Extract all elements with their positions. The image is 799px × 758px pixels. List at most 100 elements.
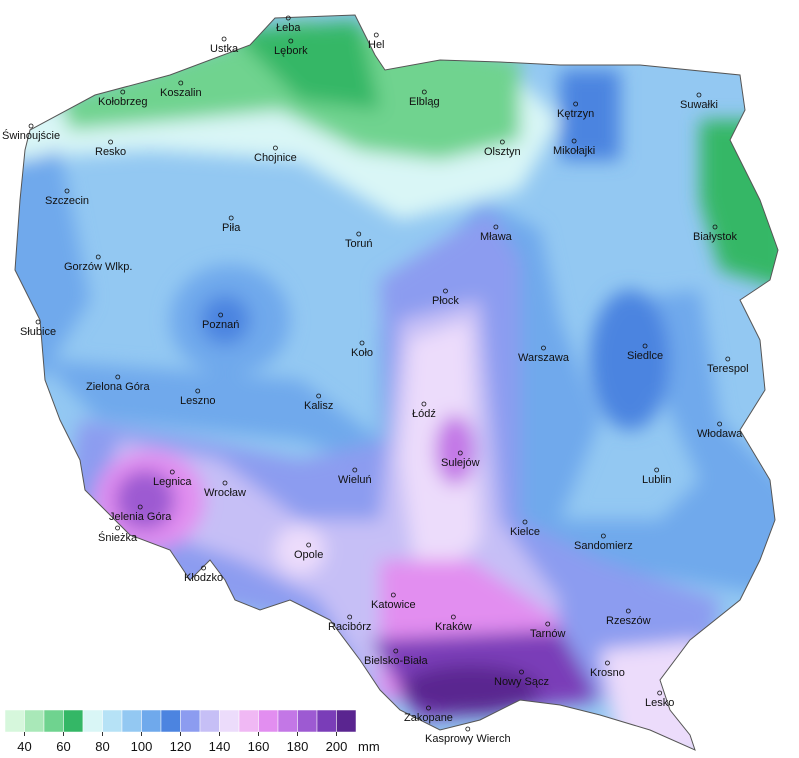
city-label: Hel	[368, 39, 385, 51]
city-dot	[642, 343, 648, 349]
city-dot	[273, 145, 278, 151]
city-dot	[64, 188, 70, 194]
city-dot	[195, 388, 201, 394]
city-dot	[696, 92, 702, 98]
city-dot	[178, 80, 184, 86]
city-dot	[221, 36, 227, 42]
city-dot	[499, 139, 505, 145]
city-label: Toruń	[345, 238, 373, 250]
city-dot	[218, 312, 224, 318]
city-label: Tarnów	[530, 628, 566, 640]
legend-swatch	[238, 709, 259, 733]
city-label: Lesko	[645, 697, 674, 709]
city-label: Siedlce	[627, 350, 663, 362]
city-dot	[725, 356, 731, 362]
legend-swatch	[141, 709, 162, 733]
city-label: Śnieżka	[98, 531, 138, 544]
city-label: Piła	[222, 222, 241, 234]
city-label: Bielsko-Biała	[364, 655, 428, 667]
legend-swatch	[297, 709, 318, 733]
city-dot	[625, 608, 631, 614]
legend: 40 60 80 100 120 140 160 180 200 mm	[4, 709, 380, 754]
city-dot	[120, 89, 126, 95]
city-label: Zielona Góra	[86, 381, 150, 393]
city-dot	[115, 374, 121, 380]
legend-swatch	[63, 709, 84, 733]
legend-tick-label: 100	[131, 739, 153, 754]
city-label: Rzeszów	[606, 615, 651, 627]
legend-swatch	[316, 709, 337, 733]
city-dot	[115, 525, 120, 531]
legend-tick-label: 140	[209, 739, 231, 754]
city-label: Suwałki	[680, 99, 718, 111]
legend-swatch	[24, 709, 45, 733]
city-label: Łódź	[412, 408, 436, 420]
legend-swatch	[199, 709, 220, 733]
city-dot	[201, 565, 206, 571]
city-dot	[373, 32, 379, 38]
city-dot	[306, 542, 312, 548]
city-dot	[545, 621, 551, 627]
city-label: Kielce	[510, 526, 540, 538]
city-label: Olsztyn	[484, 146, 521, 158]
city-label: Sandomierz	[574, 540, 633, 552]
city-label: Gorzów Wlkp.	[64, 261, 132, 273]
city-dot	[28, 123, 34, 129]
city-dot	[356, 231, 362, 237]
legend-swatch	[43, 709, 64, 733]
city-dot	[443, 288, 448, 294]
city-label: Szczecin	[45, 195, 89, 207]
legend-tick-label: 80	[95, 739, 109, 754]
city-label: Kołobrzeg	[98, 96, 148, 108]
city-label: Białystok	[693, 231, 738, 243]
city-dot	[393, 648, 399, 654]
city-label: Leszno	[180, 395, 215, 407]
city-label: Zakopane	[404, 712, 453, 724]
city-label: Kętrzyn	[557, 108, 594, 120]
city-label: Płock	[432, 295, 459, 307]
city-dot	[573, 101, 579, 107]
city-dot	[390, 592, 396, 598]
city-dot	[108, 139, 113, 145]
city-dot	[519, 669, 524, 675]
city-label: Włodawa	[697, 428, 743, 440]
city-label: Kraków	[435, 621, 472, 633]
legend-tick-label: 60	[56, 739, 70, 754]
city-label: Jelenia Góra	[109, 511, 172, 523]
city-label: Elbląg	[409, 96, 440, 108]
legend-tick-label: 120	[170, 739, 192, 754]
city-dot	[712, 224, 718, 230]
city-dot	[541, 345, 546, 351]
city-label: Ustka	[210, 43, 239, 55]
legend-swatch	[258, 709, 279, 733]
city-label: Poznań	[202, 319, 239, 331]
city-label: Koszalin	[160, 87, 202, 99]
city-label: Krosno	[590, 667, 625, 679]
legend-swatch	[277, 709, 298, 733]
city-dot	[137, 504, 143, 510]
city-label: Kłodzko	[184, 572, 223, 584]
legend-swatch	[180, 709, 201, 733]
legend-swatch	[336, 709, 357, 733]
legend-swatch	[4, 709, 25, 733]
city-dot	[457, 450, 463, 456]
city-dot	[421, 89, 427, 95]
city-dot	[288, 38, 294, 44]
city-label: Kasprowy Wierch	[425, 733, 511, 745]
city-dot	[657, 690, 663, 696]
city-labels: Łeba Hel Ustka Lębork Kołobrzeg Koszalin…	[2, 15, 749, 745]
city-dot	[571, 138, 577, 144]
city-label: Warszawa	[518, 352, 570, 364]
city-label: Koło	[351, 347, 373, 359]
city-label: Opole	[294, 549, 323, 561]
city-label: Wrocław	[204, 487, 246, 499]
legend-tick-label: 40	[17, 739, 31, 754]
city-dot	[522, 519, 528, 525]
city-label: Chojnice	[254, 152, 297, 164]
city-dot	[352, 467, 358, 473]
city-dot	[426, 705, 431, 711]
city-label: Lębork	[274, 45, 308, 57]
city-dot	[654, 467, 660, 473]
